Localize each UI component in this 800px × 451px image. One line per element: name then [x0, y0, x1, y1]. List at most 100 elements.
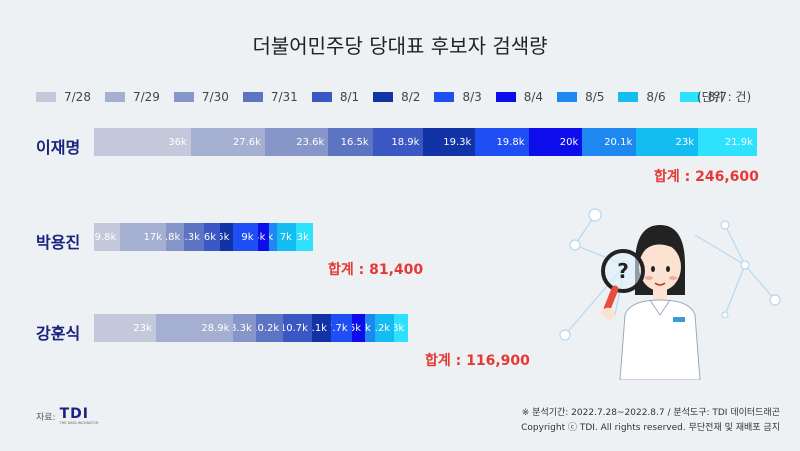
bar-segment-8-1: 6k — [203, 223, 220, 251]
legend-swatch — [373, 92, 394, 102]
bar-segment-8-7: 6.3k — [295, 223, 313, 251]
legend-swatch — [173, 92, 194, 102]
bar-segment-7-28: 23k — [94, 314, 156, 342]
data-label: 17k — [143, 231, 162, 243]
data-label: 9k — [241, 231, 254, 243]
data-label: 7k — [279, 231, 292, 243]
bar-segment-7-31: 16.5k — [328, 128, 373, 156]
legend-swatch — [618, 92, 639, 102]
data-label: 4.4k — [258, 231, 266, 243]
footnote-period: ※ 분석기간: 2022.7.28~2022.8.7 / 분석도구: TDI 데… — [521, 408, 780, 418]
bar-segment-8-2: 5k — [219, 223, 234, 251]
data-label: 28.9k — [201, 322, 230, 334]
row-label-kang: 강훈식 — [36, 324, 81, 343]
total-lee: 합계 : 246,600 — [654, 169, 759, 185]
bar-segment-7-28: 9.8k — [94, 223, 121, 251]
row-label-park: 박용진 — [36, 233, 81, 252]
bar-segment-7-29: 27.6k — [190, 128, 265, 156]
bar-segment-8-6: 7.2k — [374, 314, 395, 342]
data-label: 5.3k — [394, 322, 405, 334]
data-label: 5k — [351, 322, 362, 334]
stacked-bar-kang: 23k 28.9k8.3k 10.2k10.7k7.1k 7.7k5k3.6k7.2k… — [94, 314, 409, 342]
legend-item-8-7: 8/7 — [679, 90, 727, 104]
unit-label: (단위 : 건) — [697, 90, 752, 104]
legend-swatch — [242, 92, 263, 102]
legend-item-8-6: 8/6 — [618, 90, 666, 104]
legend-label: 8/2 — [401, 90, 421, 104]
bar-segment-7-29: 28.9k — [155, 314, 234, 342]
total-park: 합계 : 81,400 — [328, 262, 424, 278]
data-label: 5k — [219, 231, 230, 243]
data-label: 19.3k — [443, 136, 472, 148]
bar-segment-8-3: 19.8k — [475, 128, 529, 156]
bar-segment-8-3: 9k — [233, 223, 258, 251]
bar-segment-8-6: 23k — [636, 128, 699, 156]
data-label: 36k — [168, 136, 187, 148]
data-label: 16.5k — [340, 136, 369, 148]
legend-swatch — [311, 92, 332, 102]
bar-segment-7-30: 6.8k — [166, 223, 185, 251]
legend-label: 8/7 — [707, 90, 727, 104]
legend-item-8-3: 8/3 — [434, 90, 482, 104]
svg-text:?: ? — [617, 259, 629, 283]
bar-segment-8-5: 2.9k — [269, 223, 278, 251]
data-label: 20.1k — [604, 136, 633, 148]
logo-text: TDI — [59, 406, 89, 422]
total-kang: 합계 : 116,900 — [425, 353, 530, 369]
bar-segment-8-2: 7.1k — [311, 314, 331, 342]
data-label: 7.3k — [184, 231, 200, 243]
legend-label: 8/4 — [523, 90, 544, 104]
bar-segment-7-31: 10.2k — [255, 314, 284, 342]
bar-segment-8-6: 7k — [277, 223, 296, 251]
data-label: 7.1k — [311, 322, 327, 334]
data-label: 3.6k — [365, 322, 371, 334]
legend-swatch — [557, 92, 578, 102]
source: 자료: TDI THE DATA INCUBATOR — [36, 407, 98, 426]
bar-segment-7-30: 8.3k — [233, 314, 256, 342]
data-label: 6k — [203, 231, 216, 243]
bar-segment-8-5: 3.6k — [365, 314, 375, 342]
data-label: 10.2k — [256, 322, 280, 334]
legend-item-7-31: 7/31 — [242, 90, 298, 104]
legend-swatch — [434, 92, 455, 102]
chart-title: 더불어민주당 당대표 후보자 검색량 — [252, 34, 548, 58]
legend-item-7-30: 7/30 — [173, 90, 229, 104]
bar-segment-8-4: 20k — [528, 128, 583, 156]
bar-segment-8-4: 5k — [351, 314, 366, 342]
data-label: 19.8k — [496, 136, 525, 148]
data-label: 9.8k — [94, 231, 117, 243]
data-label: 2.9k — [269, 231, 274, 243]
legend-label: 8/6 — [646, 90, 666, 104]
person-with-magnifier-illustration: ? — [559, 208, 781, 380]
data-label: 6.8k — [166, 231, 181, 243]
bar-segment-7-28: 36k — [94, 128, 191, 156]
legend-label: 7/30 — [201, 90, 229, 104]
legend-item-8-2: 8/2 — [373, 90, 420, 104]
tdi-logo: TDI THE DATA INCUBATOR — [60, 407, 99, 426]
bar-segment-7-30: 23.6k — [264, 128, 329, 156]
bar-segment-8-4: 4.4k — [257, 223, 270, 251]
data-label: 18.9k — [391, 136, 420, 148]
legend: 7/28 7/29 7/30 7/31 8/1 8/2 8/3 8/4 8/5 8/6 8/7 — [36, 89, 741, 105]
legend-swatch — [36, 92, 56, 102]
legend-item-8-4: 8/4 — [495, 90, 544, 104]
data-label: 6.3k — [296, 231, 309, 243]
bar-segment-7-31: 7.3k — [184, 223, 204, 251]
bar-segment-8-7: 21.9k — [698, 128, 757, 156]
data-label: 21.9k — [724, 136, 753, 148]
data-label: 20k — [559, 136, 579, 148]
legend-swatch — [104, 92, 125, 102]
legend-label: 7/29 — [132, 90, 160, 104]
legend-label: 7/31 — [270, 90, 298, 104]
legend-label: 8/1 — [339, 90, 360, 104]
legend-swatch — [679, 92, 700, 102]
legend-label: 7/28 — [64, 90, 91, 104]
data-label: 23k — [675, 136, 695, 148]
bar-segment-8-2: 19.3k — [423, 128, 476, 156]
bar-segment-8-7: 5.3k — [394, 314, 409, 342]
data-label: 23.6k — [296, 136, 325, 148]
legend-item-7-29: 7/29 — [104, 90, 160, 104]
data-label: 7.7k — [331, 322, 348, 334]
legend-label: 8/3 — [462, 90, 482, 104]
